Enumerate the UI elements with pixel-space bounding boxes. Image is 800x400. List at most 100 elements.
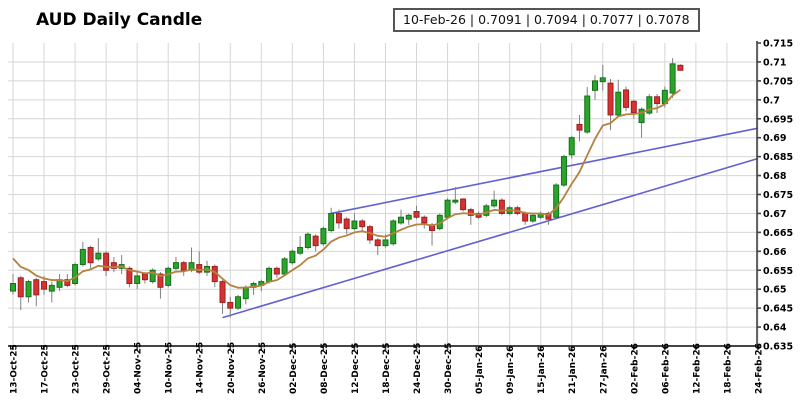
candle-down	[126, 267, 133, 285]
x-tick-label: 02-Feb-26	[630, 343, 640, 394]
y-tick-label: 0.705	[763, 76, 793, 87]
candle-up	[444, 199, 451, 218]
candle-down	[87, 247, 94, 264]
y-tick-label: 0.695	[763, 114, 793, 125]
candle-down	[677, 64, 684, 71]
candle-down	[467, 209, 474, 216]
x-tick-label: 30-Dec-25	[444, 343, 454, 394]
x-tick-label: 27-Jan-26	[599, 346, 609, 394]
y-tick-label: 0.66	[763, 247, 787, 258]
candle-up	[328, 212, 335, 231]
candle-up	[266, 267, 273, 283]
x-tick-label: 14-Nov-25	[196, 342, 206, 394]
y-tick-label: 0.665	[763, 228, 793, 239]
candle-down	[359, 220, 366, 228]
y-tick-label: 0.685	[763, 152, 793, 163]
candle-down	[335, 212, 342, 224]
y-tick-label: 0.68	[763, 171, 787, 182]
x-tick-label: 09-Jan-26	[506, 346, 516, 394]
candle-up	[405, 214, 412, 220]
y-tick-label: 0.715	[763, 39, 793, 50]
candle-up	[165, 267, 172, 286]
candle-down	[103, 252, 110, 271]
x-tick-label: 05-Jan-26	[475, 346, 485, 394]
candle-up	[560, 156, 567, 186]
y-tick-label: 0.635	[763, 342, 793, 353]
candle-up	[297, 247, 304, 254]
candle-down	[654, 96, 661, 105]
candle-down	[196, 264, 203, 273]
y-tick-label: 0.7	[763, 95, 780, 106]
candle-up	[529, 214, 536, 222]
candle-down	[607, 82, 614, 116]
candle-down	[522, 212, 529, 222]
x-tick-label: 18-Feb-26	[723, 343, 733, 394]
candle-down	[33, 279, 40, 296]
upper-channel-line	[331, 127, 759, 215]
x-tick-label: 24-Dec-25	[413, 343, 423, 394]
candle-up	[48, 284, 55, 292]
candle-down	[219, 281, 226, 303]
candle-up	[599, 77, 606, 83]
candle-up	[646, 96, 653, 114]
candle-up	[584, 95, 591, 133]
x-tick-label: 15-Jan-26	[537, 346, 547, 394]
candle-up	[25, 281, 32, 298]
y-tick-label: 0.69	[763, 133, 786, 144]
candle-down	[273, 267, 280, 275]
y-tick-label: 0.655	[763, 266, 793, 277]
candle-up	[149, 269, 156, 283]
candle-down	[17, 277, 24, 298]
candle-down	[157, 273, 164, 288]
candle-down	[343, 218, 350, 230]
candle-down	[141, 273, 148, 281]
x-tick-label: 13-Oct-25	[10, 344, 20, 394]
candle-up	[320, 228, 327, 245]
candle-up	[235, 296, 242, 309]
y-tick-label: 0.645	[763, 304, 793, 315]
candle-up	[289, 250, 296, 264]
candle-up	[568, 137, 575, 156]
y-tick-label: 0.71	[763, 57, 786, 68]
candle-down	[460, 198, 467, 211]
x-tick-label: 21-Jan-26	[568, 346, 578, 394]
x-tick-label: 06-Feb-26	[661, 343, 671, 394]
x-tick-label: 02-Dec-25	[289, 343, 299, 394]
candle-up	[398, 216, 404, 224]
candle-up	[242, 286, 249, 300]
candle-up	[592, 80, 598, 91]
y-tick-label: 0.64	[763, 323, 787, 334]
candle-up	[452, 199, 459, 203]
candle-down	[421, 216, 428, 224]
candle-down	[41, 281, 48, 290]
x-tick-label: 18-Dec-25	[382, 343, 392, 394]
x-tick-label: 08-Dec-25	[320, 343, 330, 394]
candle-up	[351, 220, 358, 230]
x-tick-label: 12-Feb-26	[692, 343, 702, 394]
candle-down	[110, 262, 117, 269]
candle-up	[638, 108, 645, 124]
candle-down	[180, 262, 187, 271]
candle-down	[227, 301, 234, 309]
x-tick-label: 12-Dec-25	[351, 343, 361, 394]
x-tick-label: 20-Nov-25	[227, 342, 237, 394]
lower-channel-line	[222, 157, 759, 319]
candle-down	[545, 212, 552, 220]
ohlc-quote-box: 10-Feb-26 | 0.7091 | 0.7094 | 0.7077 | 0…	[393, 8, 700, 32]
candle-down	[630, 100, 637, 114]
y-tick-label: 0.675	[763, 190, 793, 201]
candle-up	[72, 264, 79, 285]
candle-up	[491, 199, 498, 207]
moving-average-line	[12, 89, 681, 289]
x-tick-label: 17-Oct-25	[41, 344, 51, 394]
candle-up	[79, 248, 86, 266]
candle-up	[134, 275, 141, 285]
x-tick-label: 26-Nov-25	[258, 342, 268, 394]
candle-down	[374, 239, 381, 247]
x-tick-label: 29-Oct-25	[103, 344, 113, 394]
candle-down	[64, 279, 71, 286]
candle-up	[304, 233, 311, 249]
candle-down	[413, 211, 420, 218]
candle-up	[615, 91, 622, 116]
